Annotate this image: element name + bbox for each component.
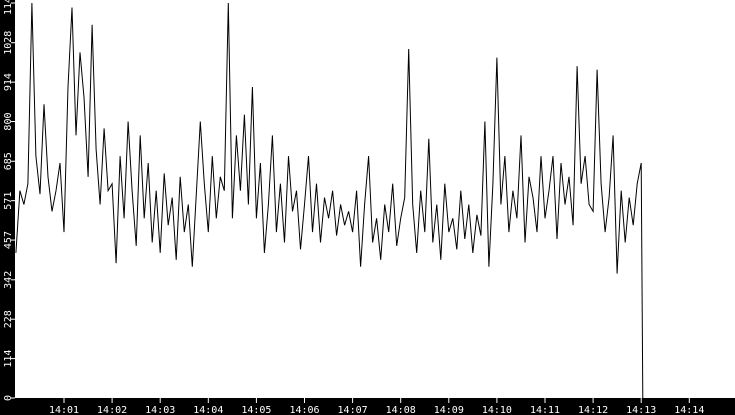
y-tick-label: 800 — [3, 113, 14, 131]
x-tick-label: 14:12 — [578, 405, 608, 415]
x-tick-label: 14:09 — [434, 405, 464, 415]
y-axis: 0 114 228 342 457 571 685 800 914 1028 1143 — [3, 0, 15, 401]
y-tick-label: 685 — [3, 152, 14, 170]
x-tick-label: 14:03 — [145, 405, 175, 415]
y-tick-label: 571 — [3, 192, 14, 210]
y-tick-label: 1028 — [3, 31, 14, 55]
y-tick-label: 114 — [3, 350, 14, 368]
x-tick-label: 14:01 — [49, 405, 79, 415]
y-tick-label: 0 — [3, 395, 14, 401]
x-tick-label: 14:06 — [289, 405, 319, 415]
y-tick-label: 342 — [3, 271, 14, 289]
x-tick-label: 14:13 — [626, 405, 656, 415]
x-tick-label: 14:10 — [482, 405, 512, 415]
y-tick-label: 914 — [3, 73, 14, 91]
series-line — [15, 2, 644, 399]
x-tick-label: 14:02 — [97, 405, 127, 415]
y-tick-label: 457 — [3, 231, 14, 249]
y-tick-label: 1143 — [3, 0, 14, 15]
x-axis: 14:01 14:02 14:03 14:04 14:05 14:06 14:07 14:08… — [49, 398, 704, 415]
x-tick-label: 14:05 — [241, 405, 271, 415]
x-tick-label: 14:11 — [530, 405, 560, 415]
x-tick-label: 14:14 — [674, 405, 704, 415]
y-tick-label: 228 — [3, 310, 14, 328]
x-tick-label: 14:07 — [338, 405, 368, 415]
x-tick-label: 14:04 — [193, 405, 223, 415]
x-tick-label: 14:08 — [386, 405, 416, 415]
